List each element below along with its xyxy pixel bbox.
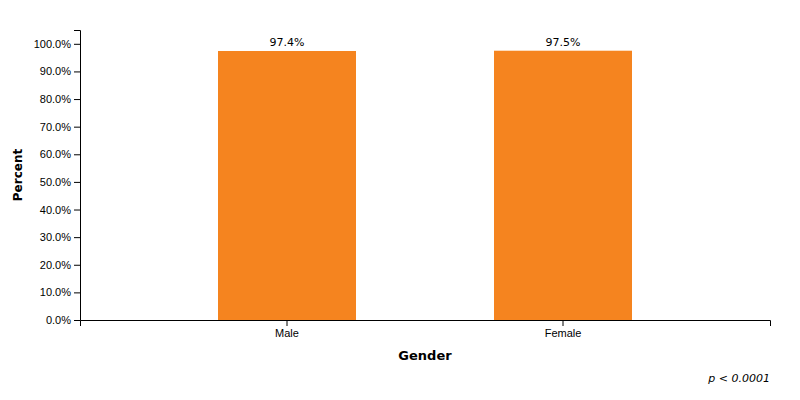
y-tick-label: 20.0% <box>40 259 71 271</box>
bar <box>494 51 632 320</box>
y-tick-label: 0.0% <box>46 314 71 326</box>
y-tick: 30.0% <box>40 231 80 243</box>
y-tick: 60.0% <box>40 148 80 160</box>
x-tick: Female <box>545 320 582 339</box>
x-axis-title: Gender <box>398 348 452 363</box>
y-axis-line <box>74 31 81 321</box>
y-tick: 40.0% <box>40 204 80 216</box>
plot: 0.0% 10.0% 20.0% 30.0% 40.0% 50.0% 60.0% 70.0% 8… <box>34 31 771 339</box>
y-tick: 90.0% <box>40 65 80 77</box>
annotation: p < 0.0001 <box>707 372 770 385</box>
y-tick-label: 50.0% <box>40 176 71 188</box>
y-tick-mark <box>74 182 80 183</box>
y-tick-mark <box>74 127 80 128</box>
y-tick-label: 60.0% <box>40 148 71 160</box>
y-axis: 0.0% 10.0% 20.0% 30.0% 40.0% 50.0% 60.0% 70.0% 8… <box>34 31 81 327</box>
y-tick-label: 40.0% <box>40 204 71 216</box>
y-tick: 10.0% <box>40 286 80 298</box>
y-tick: 70.0% <box>40 121 80 133</box>
y-tick-mark <box>74 237 80 238</box>
x-tick-label: Male <box>275 327 299 339</box>
x-tick-mark <box>563 320 564 326</box>
data-label: 97.4% <box>270 36 305 49</box>
x-axis-line <box>81 321 771 327</box>
x-tick: Male <box>275 320 299 339</box>
y-tick-mark <box>74 99 80 100</box>
y-tick: 20.0% <box>40 259 80 271</box>
y-tick-label: 100.0% <box>34 38 72 50</box>
y-tick-mark <box>74 71 80 72</box>
y-tick-mark <box>74 320 80 321</box>
data-labels: 97.4% 97.5% <box>270 36 581 49</box>
y-tick-mark <box>74 154 80 155</box>
data-label: 97.5% <box>546 36 581 49</box>
bars <box>218 51 632 320</box>
chart: 0.0% 10.0% 20.0% 30.0% 40.0% 50.0% 60.0% 70.0% 8… <box>0 0 800 400</box>
y-tick: 80.0% <box>40 93 80 105</box>
y-tick-label: 10.0% <box>40 286 71 298</box>
bar <box>218 51 356 320</box>
y-tick: 50.0% <box>40 176 80 188</box>
y-tick-label: 30.0% <box>40 231 71 243</box>
y-tick-mark <box>74 292 80 293</box>
x-tick-mark <box>287 320 288 326</box>
y-tick-label: 80.0% <box>40 93 71 105</box>
y-tick: 0.0% <box>46 314 80 326</box>
y-tick-label: 70.0% <box>40 121 71 133</box>
y-axis-title: Percent <box>11 149 25 202</box>
x-tick-label: Female <box>545 327 582 339</box>
x-axis: Male Female <box>81 320 771 339</box>
y-tick-label: 90.0% <box>40 65 71 77</box>
y-tick-mark <box>74 44 80 45</box>
y-tick-mark <box>74 265 80 266</box>
y-tick: 100.0% <box>34 38 80 50</box>
y-tick-mark <box>74 210 80 211</box>
